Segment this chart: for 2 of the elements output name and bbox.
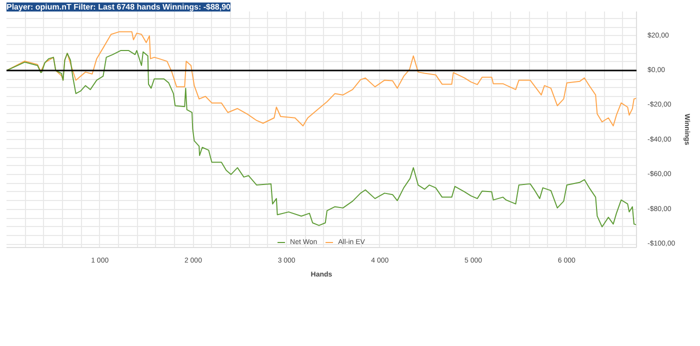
chart-title: Player: opium.nT Filter: Last 6748 hands Winnings: -$88,90	[6, 2, 232, 12]
line-series	[6, 50, 636, 228]
